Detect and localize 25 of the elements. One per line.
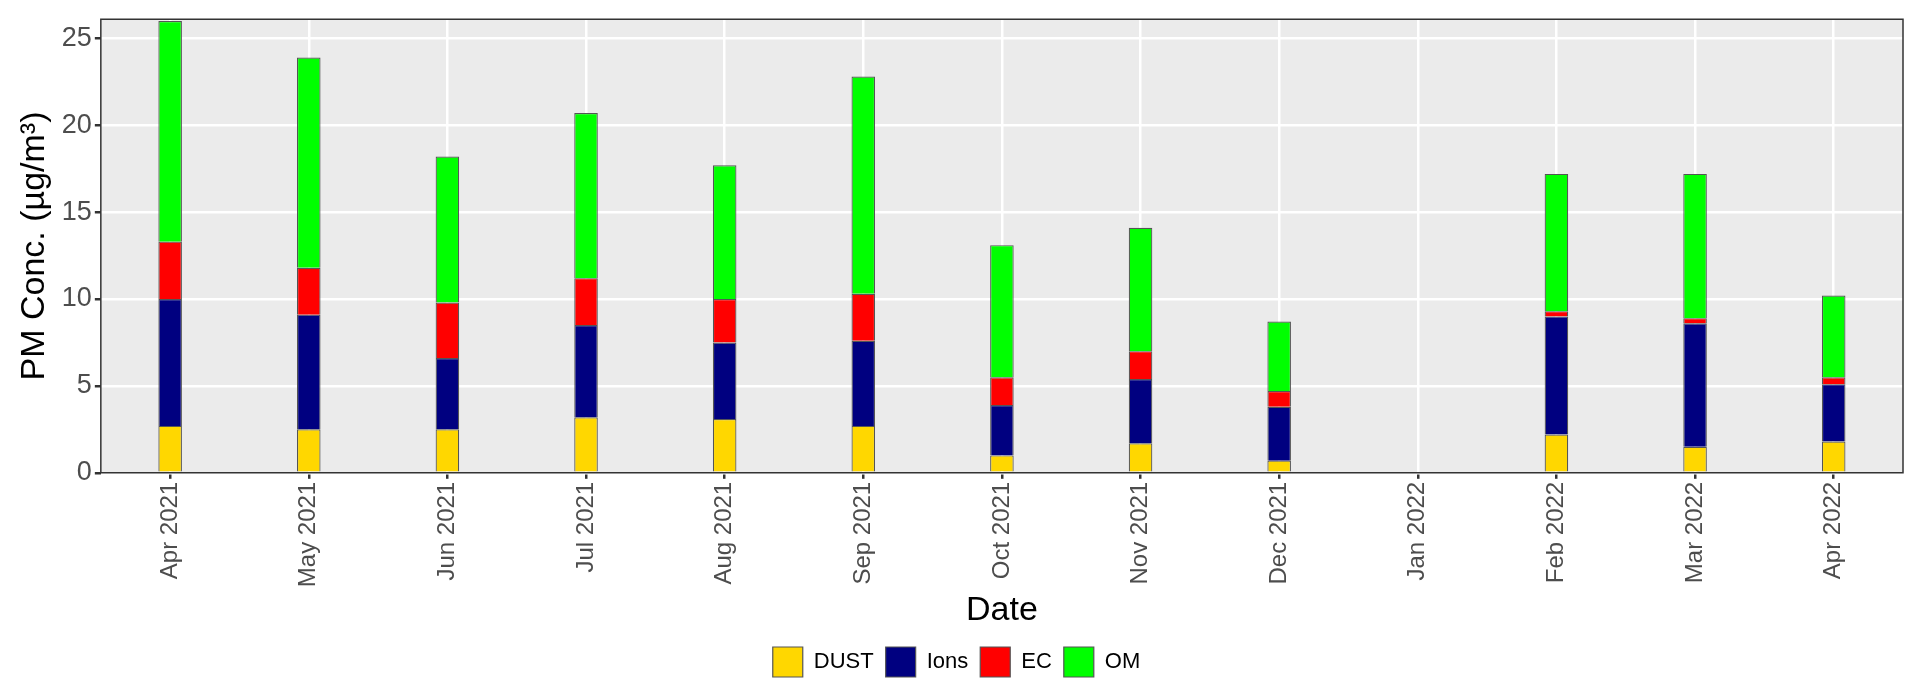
y-axis-title: PM Conc. (µg/m³) (12, 111, 51, 381)
y-tick-label: 25 (61, 21, 92, 52)
y-tick-label: 5 (76, 369, 92, 400)
x-axis-title: Date (966, 588, 1038, 627)
x-tick-label: Aug 2021 (709, 481, 737, 585)
x-tick-label: Mar 2022 (1679, 481, 1707, 584)
legend-label: EC (1021, 648, 1052, 674)
x-tick-label: Dec 2021 (1263, 481, 1291, 585)
legend-label: OM (1104, 648, 1141, 674)
x-tick-label: Feb 2022 (1541, 481, 1569, 584)
y-tick-label: 0 (76, 456, 92, 487)
x-tick-label: Nov 2021 (1125, 481, 1153, 585)
y-tick-label: 15 (61, 195, 92, 226)
x-tick-label: Jun 2021 (432, 481, 460, 581)
legend-label: Ions (926, 648, 969, 674)
x-tick-label: Oct 2021 (986, 481, 1014, 580)
x-tick-label: Apr 2022 (1818, 481, 1846, 580)
legend-label: DUST (813, 648, 874, 674)
x-tick-label: Jan 2022 (1402, 481, 1430, 581)
x-tick-label: Jul 2021 (570, 481, 598, 573)
x-tick-label: Apr 2021 (154, 481, 182, 580)
y-tick-label: 20 (61, 108, 92, 139)
y-tick-label: 10 (61, 282, 92, 313)
x-tick-label: Sep 2021 (847, 481, 875, 585)
x-tick-label: May 2021 (293, 481, 321, 588)
